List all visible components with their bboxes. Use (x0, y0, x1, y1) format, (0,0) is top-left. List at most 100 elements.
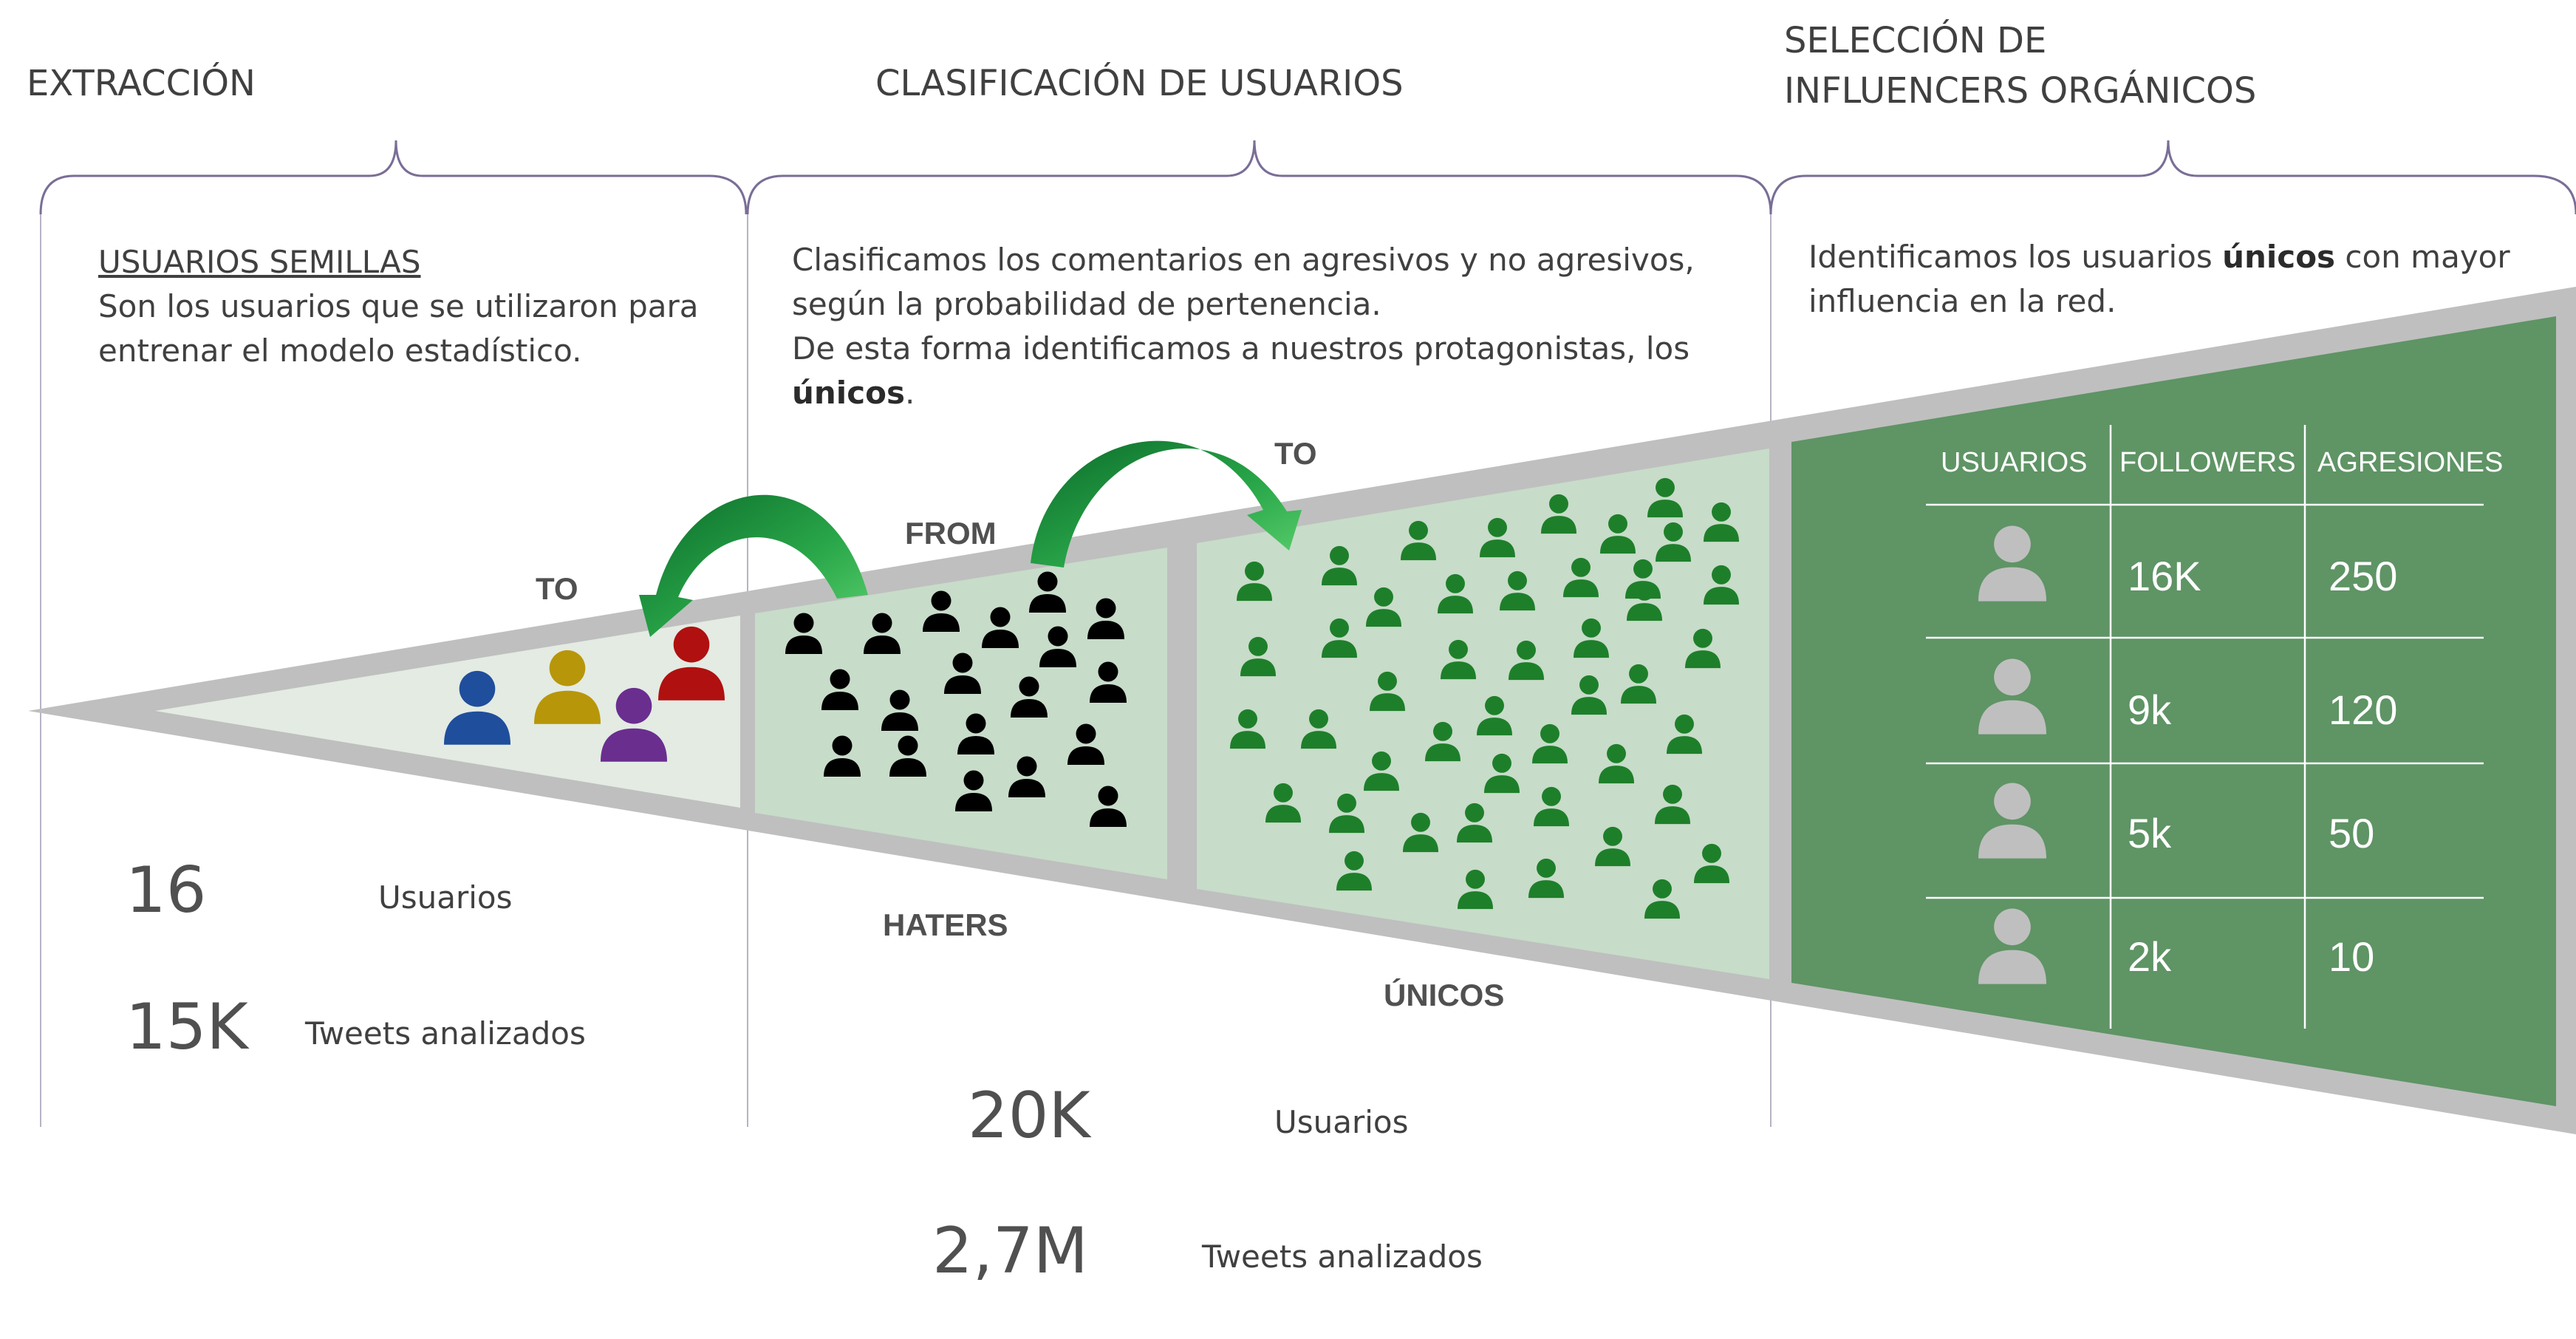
person-icon (1667, 714, 1702, 754)
person-icon (1090, 661, 1127, 703)
person-icon (1237, 561, 1272, 602)
person-icon (1366, 587, 1401, 627)
person-icon (1644, 879, 1680, 919)
phase-title-extraccion: EXTRACCIÓN (27, 63, 256, 104)
label-to-seeds: TO (536, 571, 578, 606)
row2-aggressions: 120 (2329, 686, 2398, 733)
phase-title-seleccion-line1: SELECCIÓN DE (1784, 20, 2047, 61)
person-icon (1265, 783, 1301, 823)
classification-desc-line2: según la probabilidad de pertenencia. (792, 286, 1381, 322)
phase-brackets (39, 140, 2576, 215)
person-icon (1438, 573, 1473, 614)
person-icon (1534, 786, 1569, 827)
person-icon (1458, 869, 1493, 910)
person-icon (824, 735, 861, 777)
table-avatars (1978, 525, 2046, 984)
person-icon (1401, 520, 1436, 561)
row3-followers: 5k (2128, 810, 2172, 856)
seed-zone (155, 616, 740, 808)
person-icon (1336, 851, 1372, 891)
person-icon (1039, 626, 1076, 667)
user-icon (1978, 525, 2046, 602)
classification-desc-line3: De esta forma identificamos a nuestros p… (792, 330, 1690, 367)
row4-followers: 2k (2128, 933, 2172, 980)
table-grid (1926, 425, 2484, 1029)
selection-desc-line1: Identificamos los usuarios únicos con ma… (1808, 235, 2510, 279)
person-icon (944, 653, 981, 694)
person-icon (1621, 664, 1656, 704)
person-icon (1087, 598, 1124, 639)
person-icon (1230, 709, 1265, 749)
person-icon (1480, 517, 1515, 558)
person-icon (1563, 557, 1599, 598)
person-icon (1655, 784, 1690, 825)
person-icon (1704, 502, 1739, 542)
arrow-body (1031, 440, 1302, 568)
bracket-extraccion (39, 140, 748, 215)
stat-classified-tweets-value: 2,7M (932, 1214, 1088, 1288)
unicos-emphasis: únicos (792, 375, 905, 411)
person-icon (1704, 565, 1739, 605)
person-icon (1571, 675, 1607, 715)
person-icon (1364, 751, 1399, 791)
person-icon (923, 590, 960, 632)
label-unicos: ÚNICOS (1384, 978, 1505, 1012)
period: . (904, 375, 915, 411)
seed-desc-line2: entrenar el modelo estadístico. (98, 333, 582, 369)
row1-aggressions: 250 (2329, 553, 2398, 599)
person-icon (1627, 581, 1662, 621)
person-icon (1477, 695, 1512, 736)
person-icon (1647, 477, 1683, 518)
person-icon (1322, 545, 1357, 586)
person-icon (1441, 639, 1476, 680)
bracket-clasificacion (746, 140, 1772, 215)
person-icon (1370, 671, 1405, 712)
stat-classified-tweets-label: Tweets analizados (1202, 1239, 1483, 1275)
bracket-seleccion (1769, 140, 2576, 215)
seed-users-group (444, 626, 725, 762)
label-to-unicos: TO (1274, 436, 1317, 471)
person-icon (1541, 494, 1576, 534)
arrow-from-haters-to-unicos (1031, 440, 1302, 568)
row2-followers: 9k (2128, 686, 2172, 733)
selection-desc-pre: Identificamos los usuarios (1808, 239, 2223, 275)
person-icon (1484, 753, 1520, 794)
unicos-group (1230, 477, 1739, 919)
person-icon (1600, 514, 1636, 554)
person-icon (864, 613, 901, 654)
person-icon (957, 713, 994, 754)
label-haters: HATERS (883, 907, 1008, 942)
person-icon (889, 735, 926, 777)
influencer-panel (1791, 316, 2556, 1106)
table-header-usuarios: USUARIOS (1941, 447, 2088, 478)
arrow-from-haters-to-seeds (639, 494, 868, 637)
person-icon (1685, 628, 1721, 669)
person-icon (982, 607, 1019, 648)
person-icon (1329, 793, 1364, 834)
selection-desc-post: con mayor (2335, 239, 2510, 275)
stat-seed-users-value: 16 (126, 854, 207, 927)
person-icon (1403, 812, 1438, 853)
person-icon (1067, 723, 1104, 765)
person-icon (1574, 618, 1609, 658)
person-icon (821, 669, 858, 710)
classification-desc-line1: Clasificamos los comentarios en agresivo… (792, 242, 1695, 278)
person-icon (1090, 786, 1127, 827)
person-icon (1240, 636, 1276, 677)
row4-aggressions: 10 (2329, 933, 2375, 980)
stat-classified-users-label: Usuarios (1274, 1104, 1409, 1140)
person-icon (1694, 843, 1729, 884)
arrow-body (639, 494, 868, 637)
stat-classified-users-value: 20K (968, 1079, 1090, 1153)
person-icon (1532, 723, 1568, 764)
seed-desc-line1: Son los usuarios que se utilizaron para (98, 288, 699, 324)
person-icon (1008, 756, 1045, 797)
haters-group (785, 571, 1127, 827)
stat-seed-users-label: Usuarios (378, 879, 513, 916)
classification-desc-line4: únicos. (792, 371, 915, 415)
table-header-agresiones: AGRESIONES (2317, 447, 2504, 478)
person-icon (1656, 522, 1691, 562)
person-icon (1322, 618, 1357, 658)
stat-seed-tweets-value: 15K (126, 990, 248, 1064)
person-icon (1595, 826, 1630, 867)
